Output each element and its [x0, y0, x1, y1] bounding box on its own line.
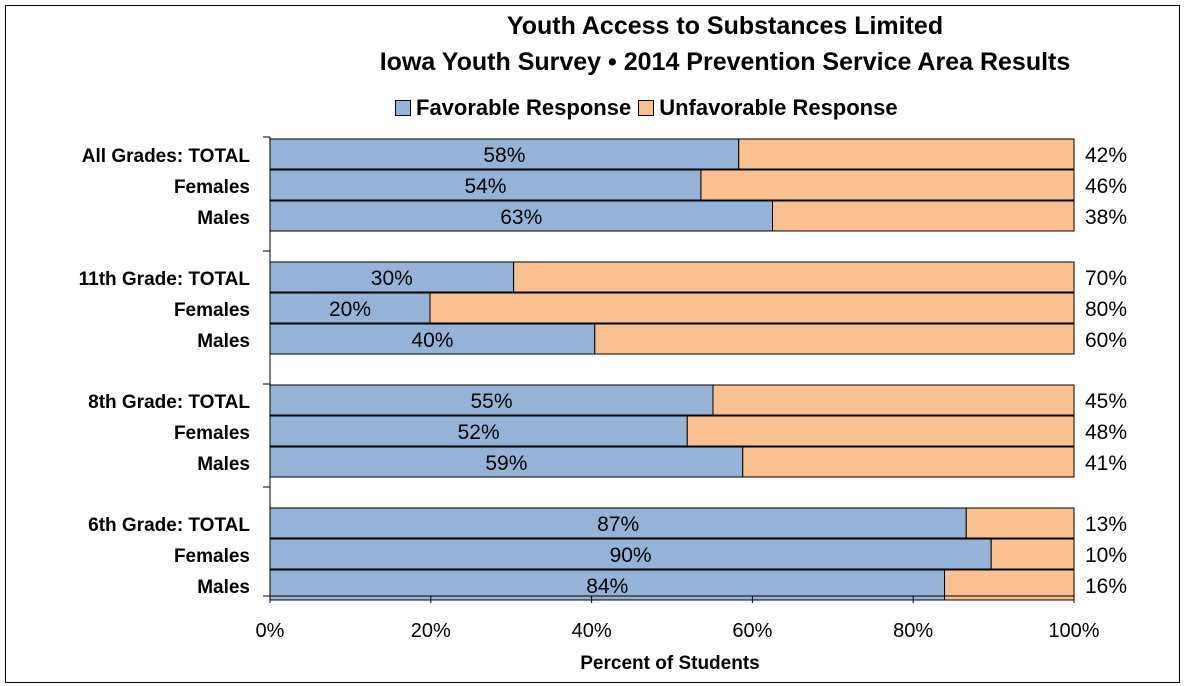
bar-unfavorable: [738, 138, 1075, 170]
data-label-favorable: 87%: [597, 513, 639, 536]
legend-label-unfavorable: Unfavorable Response: [659, 95, 898, 120]
data-label-unfavorable: 48%: [1085, 421, 1127, 444]
category-label: Males: [197, 454, 250, 475]
category-label: Females: [174, 423, 250, 444]
bar-unfavorable: [700, 169, 1075, 201]
chart-marks: 58% 42% All Grades: TOTAL 54% 46% Females 63% 3…: [79, 136, 1127, 642]
legend-item-favorable: Favorable Response: [395, 95, 631, 121]
category-label: Males: [197, 577, 250, 598]
x-tick-label: 80%: [893, 620, 933, 642]
bar-unfavorable: [429, 292, 1075, 324]
data-label-unfavorable: 16%: [1085, 575, 1127, 598]
data-label-favorable: 30%: [371, 267, 413, 290]
category-label: Males: [197, 331, 250, 352]
x-tick-label: 60%: [732, 620, 772, 642]
bar-unfavorable: [594, 323, 1075, 355]
data-label-unfavorable: 42%: [1085, 144, 1127, 167]
legend: Favorable Response Unfavorable Response: [395, 93, 905, 123]
chart-title: Youth Access to Substances Limited: [506, 12, 944, 40]
bar-unfavorable: [686, 415, 1075, 447]
bar-unfavorable: [712, 384, 1075, 416]
legend-swatch-favorable: [395, 100, 411, 116]
data-label-favorable: 63%: [500, 206, 542, 229]
data-label-unfavorable: 46%: [1085, 175, 1127, 198]
data-label-favorable: 55%: [470, 390, 512, 413]
data-label-unfavorable: 60%: [1085, 329, 1127, 352]
data-label-unfavorable: 70%: [1085, 267, 1127, 290]
bar-favorable: [269, 169, 702, 201]
data-label-favorable: 59%: [485, 452, 527, 475]
data-label-unfavorable: 80%: [1085, 298, 1127, 321]
bar-unfavorable: [772, 200, 1075, 232]
data-label-unfavorable: 45%: [1085, 390, 1127, 413]
data-label-favorable: 84%: [586, 575, 628, 598]
category-label: Males: [197, 208, 250, 229]
bar-favorable: [269, 538, 992, 570]
bar-favorable: [269, 200, 773, 232]
bar-favorable: [269, 138, 740, 170]
legend-item-unfavorable: Unfavorable Response: [638, 95, 898, 121]
x-tick-label: 100%: [1048, 620, 1099, 642]
bar-unfavorable: [742, 446, 1075, 478]
bar-favorable: [269, 384, 714, 416]
data-label-favorable: 90%: [610, 544, 652, 567]
bar-unfavorable: [513, 261, 1075, 293]
bar-unfavorable: [965, 507, 1075, 539]
category-label: Females: [174, 546, 250, 567]
category-label: 8th Grade: TOTAL: [88, 392, 250, 413]
data-label-favorable: 20%: [329, 298, 371, 321]
data-label-unfavorable: 13%: [1085, 513, 1127, 536]
chart-subtitle: Iowa Youth Survey • 2014 Prevention Serv…: [379, 48, 1071, 76]
data-label-unfavorable: 38%: [1085, 206, 1127, 229]
x-tick-label: 0%: [256, 620, 285, 642]
data-label-favorable: 52%: [458, 421, 500, 444]
category-label: Females: [174, 177, 250, 198]
x-tick-label: 20%: [411, 620, 451, 642]
bar-favorable: [269, 569, 946, 601]
data-label-favorable: 54%: [464, 175, 506, 198]
bar-unfavorable: [990, 538, 1075, 570]
legend-label-favorable: Favorable Response: [416, 95, 632, 120]
x-axis-label: Percent of Students: [580, 653, 759, 674]
bar-favorable: [269, 292, 431, 324]
data-label-favorable: 58%: [483, 144, 525, 167]
bar-unfavorable: [944, 569, 1075, 601]
data-label-unfavorable: 41%: [1085, 452, 1127, 475]
data-label-unfavorable: 10%: [1085, 544, 1127, 567]
category-label: 6th Grade: TOTAL: [88, 515, 250, 536]
category-label: Females: [174, 300, 250, 321]
legend-swatch-unfavorable: [638, 100, 655, 116]
category-label: All Grades: TOTAL: [82, 146, 251, 167]
x-tick-label: 40%: [572, 620, 612, 642]
category-label: 11th Grade: TOTAL: [79, 269, 251, 290]
data-label-favorable: 40%: [411, 329, 453, 352]
